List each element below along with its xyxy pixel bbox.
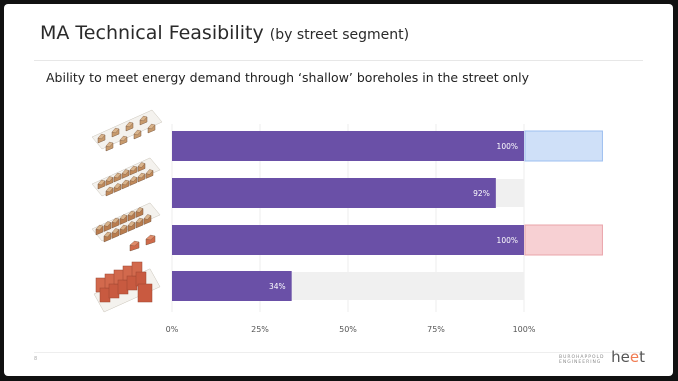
terraced-house-roof xyxy=(135,207,144,213)
bar xyxy=(172,271,292,301)
terraced-house-roof xyxy=(103,231,112,238)
bar-value-label: 34% xyxy=(269,282,286,291)
terraced-house-roof xyxy=(111,217,120,224)
apartment-block xyxy=(99,287,111,303)
x-tick-label: 75% xyxy=(427,325,445,334)
heet-logo-prefix: he xyxy=(611,348,630,366)
terraced-house-roof xyxy=(143,214,152,220)
title-sub: (by street segment) xyxy=(269,27,410,43)
slide-title: MA Technical Feasibility (by street segm… xyxy=(40,22,409,44)
semi-house-roof xyxy=(137,162,146,168)
detached-house-roof xyxy=(133,129,142,136)
detached-house-roof xyxy=(125,121,134,128)
semi-house-roof xyxy=(105,186,114,193)
bar xyxy=(172,131,524,161)
footer-divider xyxy=(34,352,643,353)
terraced-house-roof xyxy=(119,224,128,231)
apartment-block xyxy=(117,279,129,295)
semi-house-roof xyxy=(97,179,106,186)
x-tick-label: 100% xyxy=(513,325,536,334)
apartment-block xyxy=(108,283,120,299)
terraced-house-roof xyxy=(103,221,112,227)
x-tick-label: 25% xyxy=(251,325,269,334)
semi-house-roof xyxy=(113,183,122,189)
terraced-house-roof xyxy=(127,210,136,217)
extra-bar-segment xyxy=(524,224,603,256)
detached-house-roof xyxy=(119,135,128,142)
semi-house-roof xyxy=(121,179,130,186)
semi-house-roof xyxy=(105,176,114,182)
bar-value-label: 100% xyxy=(497,142,518,151)
x-tick-label: 50% xyxy=(339,325,357,334)
semi-house-roof xyxy=(113,172,122,179)
terraced-house-roof xyxy=(135,217,144,224)
burohappold-logo: BUROHAPPOLD ENGINEERING xyxy=(559,355,605,365)
x-tick-label: 0% xyxy=(166,325,179,334)
title-main: MA Technical Feasibility xyxy=(40,22,264,44)
terraced-house-roof xyxy=(111,228,120,234)
terraced-house-roof xyxy=(129,240,140,247)
extra-bar-segment xyxy=(524,130,603,162)
bar xyxy=(172,225,524,255)
semi-house-roof xyxy=(121,169,130,175)
terraced-house-roof xyxy=(127,221,136,227)
detached-house-roof xyxy=(105,141,114,148)
detached-house-roof xyxy=(139,115,148,122)
semi-house-roof xyxy=(129,165,138,172)
terraced-house-roof xyxy=(95,224,104,231)
apartment-block xyxy=(126,275,138,291)
semi-house-roof xyxy=(145,169,154,175)
terraced-house-roof xyxy=(119,214,128,220)
bar xyxy=(172,178,496,208)
apartment-block xyxy=(137,283,153,303)
title-divider xyxy=(34,60,643,61)
heet-logo-accent: e xyxy=(629,348,640,366)
detached-house-roof xyxy=(97,133,106,140)
detached-house-roof xyxy=(147,123,156,130)
heet-logo: heet xyxy=(611,348,645,366)
semi-house-roof xyxy=(129,176,138,182)
chart-subtitle: Ability to meet energy demand through ‘s… xyxy=(46,70,530,85)
terraced-house-roof xyxy=(145,234,156,241)
bar-value-label: 100% xyxy=(497,236,518,245)
page-number: 8 xyxy=(34,356,38,362)
bar-value-label: 92% xyxy=(473,189,490,198)
semi-house-roof xyxy=(137,172,146,179)
detached-house-roof xyxy=(111,127,120,134)
heet-logo-suffix: t xyxy=(639,348,645,366)
